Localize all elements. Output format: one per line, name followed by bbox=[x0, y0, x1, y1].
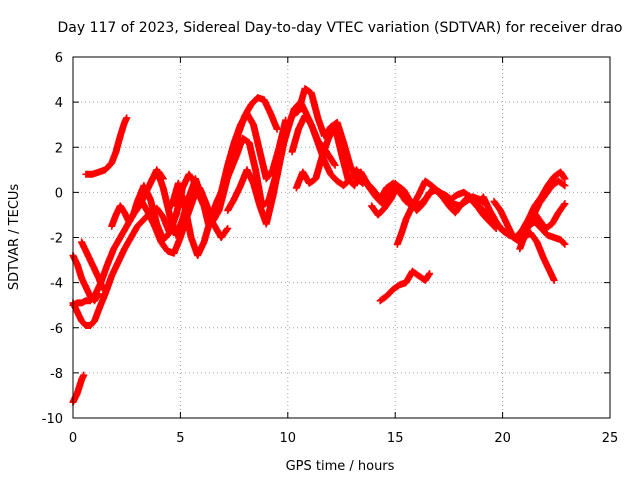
x-axis-label: GPS time / hours bbox=[286, 459, 395, 474]
x-tick-label: 15 bbox=[387, 431, 404, 446]
series-track-15 bbox=[376, 267, 434, 305]
series-track-6 bbox=[82, 114, 131, 178]
x-tick-label: 10 bbox=[280, 431, 297, 446]
x-tick-label: 0 bbox=[69, 431, 77, 446]
y-axis-label: SDTVAR / TECUs bbox=[7, 184, 22, 291]
data-points bbox=[69, 85, 569, 406]
data-point-markers bbox=[524, 218, 569, 248]
data-point-markers bbox=[292, 123, 416, 210]
y-tick-label: -10 bbox=[42, 412, 63, 427]
series-track-11 bbox=[224, 85, 367, 228]
series-track-5 bbox=[78, 238, 107, 293]
data-point-markers bbox=[82, 114, 131, 178]
tick-labels: 0 5 10 15 20 25 -10 -8 -6 -4 -2 0 2 4 6 bbox=[42, 51, 619, 446]
y-tick-label: -2 bbox=[50, 232, 63, 247]
series-track-21 bbox=[529, 200, 569, 232]
y-tick-label: 0 bbox=[55, 186, 63, 201]
grid bbox=[73, 57, 610, 418]
x-tick-label: 20 bbox=[494, 431, 511, 446]
data-point-markers bbox=[529, 200, 569, 232]
data-point-markers bbox=[78, 238, 107, 293]
x-tick-label: 5 bbox=[176, 431, 184, 446]
series-track-20 bbox=[524, 218, 569, 248]
x-tick-label: 25 bbox=[602, 431, 619, 446]
data-point-markers bbox=[376, 267, 434, 305]
plot-frame bbox=[72, 56, 611, 419]
y-tick-label: -6 bbox=[50, 322, 63, 337]
series-track-13 bbox=[292, 123, 416, 210]
series-track-19 bbox=[516, 229, 558, 284]
y-tick-label: 6 bbox=[55, 51, 63, 66]
chart-title: Day 117 of 2023, Sidereal Day-to-day VTE… bbox=[57, 20, 622, 36]
data-point-markers bbox=[69, 371, 88, 406]
data-point-markers bbox=[516, 229, 558, 284]
y-tick-label: 2 bbox=[55, 141, 63, 156]
y-tick-label: -4 bbox=[50, 277, 63, 292]
series-track-1 bbox=[69, 371, 88, 406]
y-tick-label: 4 bbox=[55, 96, 63, 111]
y-tick-label: -8 bbox=[50, 367, 63, 382]
data-point-markers bbox=[224, 85, 367, 228]
